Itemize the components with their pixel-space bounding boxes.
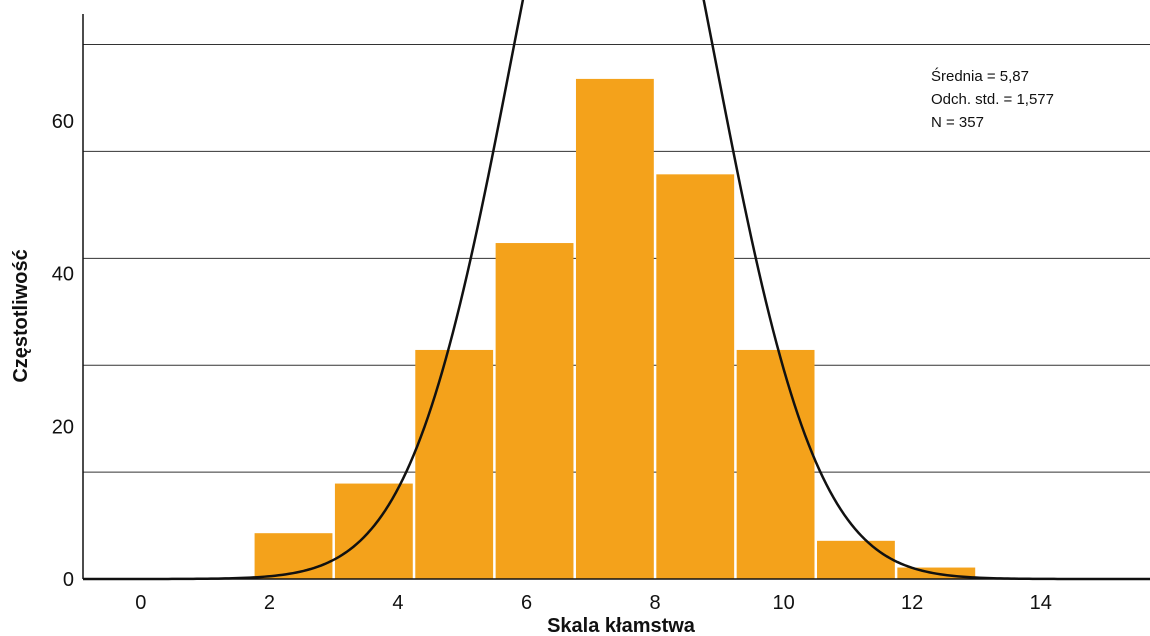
stats-box: Średnia = 5,87 Odch. std. = 1,577 N = 35… <box>931 67 1054 131</box>
x-tick-labels: 0 2 4 6 8 10 12 14 <box>135 592 1052 614</box>
x-tick-label-12: 12 <box>901 592 923 614</box>
x-tick-label-2: 2 <box>264 592 275 614</box>
x-axis-title: Skala kłamstwa <box>547 615 696 636</box>
stats-sd: Odch. std. = 1,577 <box>931 91 1054 108</box>
y-tick-label-40: 40 <box>52 264 74 286</box>
histogram-bar-4 <box>575 78 654 579</box>
stats-mean: Średnia = 5,87 <box>931 67 1029 85</box>
normal-curve <box>83 0 1150 581</box>
x-tick-label-14: 14 <box>1030 592 1052 614</box>
x-tick-label-8: 8 <box>650 592 661 614</box>
histogram-bar-5 <box>656 174 735 580</box>
x-tick-label-6: 6 <box>521 592 532 614</box>
y-tick-labels: 0 20 40 60 <box>52 111 74 591</box>
histogram-bar-7 <box>817 540 895 579</box>
x-tick-label-0: 0 <box>135 592 146 614</box>
y-axis-title: Częstotliwość <box>10 249 32 382</box>
histogram-bars <box>254 78 976 580</box>
y-tick-label-20: 20 <box>52 416 74 438</box>
stats-n: N = 357 <box>931 114 984 131</box>
x-tick-label-10: 10 <box>772 592 794 614</box>
histogram-bar-2 <box>415 349 494 579</box>
histogram-bar-0 <box>254 533 333 579</box>
y-tick-label-60: 60 <box>52 111 74 133</box>
y-tick-label-0: 0 <box>63 569 74 591</box>
axes <box>82 14 1150 580</box>
histogram-bar-3 <box>495 243 574 579</box>
histogram-bar-1 <box>334 483 413 579</box>
histogram-bar-6 <box>736 349 815 579</box>
x-tick-label-4: 4 <box>392 592 403 614</box>
